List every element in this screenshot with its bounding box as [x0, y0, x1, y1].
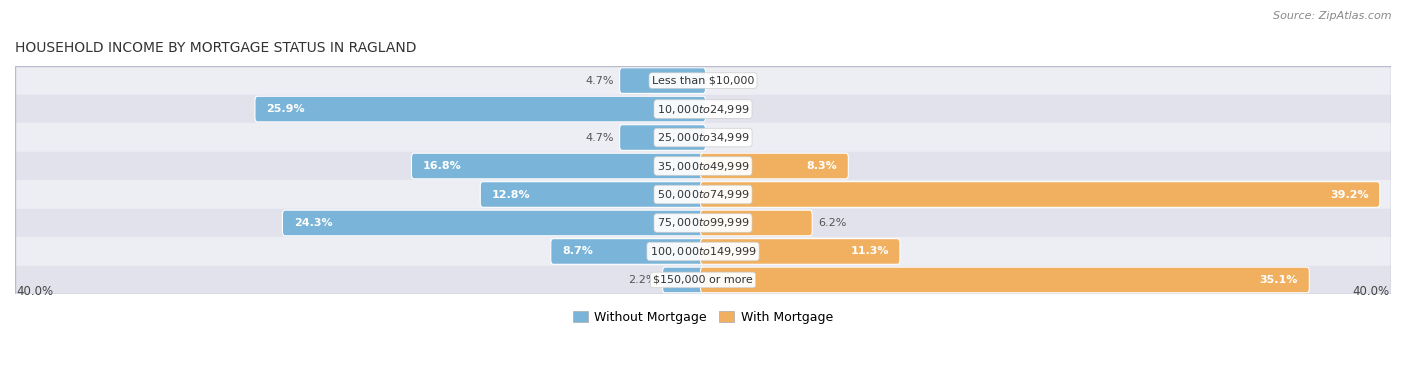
FancyBboxPatch shape — [700, 267, 1309, 293]
Text: Source: ZipAtlas.com: Source: ZipAtlas.com — [1274, 11, 1392, 21]
Legend: Without Mortgage, With Mortgage: Without Mortgage, With Mortgage — [568, 306, 838, 329]
Text: 11.3%: 11.3% — [851, 246, 889, 256]
Text: 12.8%: 12.8% — [492, 189, 530, 200]
FancyBboxPatch shape — [283, 210, 706, 236]
Text: $25,000 to $34,999: $25,000 to $34,999 — [657, 131, 749, 144]
Text: 40.0%: 40.0% — [1353, 285, 1389, 299]
Text: Less than $10,000: Less than $10,000 — [652, 76, 754, 85]
FancyBboxPatch shape — [662, 267, 706, 293]
Text: 2.2%: 2.2% — [628, 275, 657, 285]
Text: $75,000 to $99,999: $75,000 to $99,999 — [657, 217, 749, 229]
Text: 40.0%: 40.0% — [17, 285, 53, 299]
Bar — [15, 209, 1391, 237]
Text: 4.7%: 4.7% — [585, 76, 613, 85]
Text: 24.3%: 24.3% — [294, 218, 332, 228]
Text: $150,000 or more: $150,000 or more — [654, 275, 752, 285]
Text: 4.7%: 4.7% — [585, 133, 613, 143]
FancyBboxPatch shape — [620, 125, 706, 150]
Text: 8.7%: 8.7% — [562, 246, 593, 256]
Text: 35.1%: 35.1% — [1260, 275, 1298, 285]
Text: 16.8%: 16.8% — [423, 161, 461, 171]
FancyBboxPatch shape — [700, 153, 848, 179]
FancyBboxPatch shape — [620, 68, 706, 93]
Bar — [15, 266, 1391, 294]
FancyBboxPatch shape — [700, 239, 900, 264]
FancyBboxPatch shape — [551, 239, 706, 264]
Bar — [15, 180, 1391, 209]
FancyBboxPatch shape — [700, 210, 813, 236]
Bar — [15, 67, 1391, 95]
Text: 25.9%: 25.9% — [266, 104, 305, 114]
Text: HOUSEHOLD INCOME BY MORTGAGE STATUS IN RAGLAND: HOUSEHOLD INCOME BY MORTGAGE STATUS IN R… — [15, 42, 416, 56]
Text: $50,000 to $74,999: $50,000 to $74,999 — [657, 188, 749, 201]
Text: 6.2%: 6.2% — [818, 218, 846, 228]
Text: $100,000 to $149,999: $100,000 to $149,999 — [650, 245, 756, 258]
Bar — [15, 152, 1391, 180]
Text: 39.2%: 39.2% — [1330, 189, 1368, 200]
FancyBboxPatch shape — [481, 182, 706, 207]
Bar — [15, 123, 1391, 152]
FancyBboxPatch shape — [254, 96, 706, 122]
FancyBboxPatch shape — [700, 182, 1379, 207]
Bar — [15, 237, 1391, 266]
Text: $10,000 to $24,999: $10,000 to $24,999 — [657, 102, 749, 116]
Bar — [15, 95, 1391, 123]
Text: $35,000 to $49,999: $35,000 to $49,999 — [657, 160, 749, 172]
Text: 8.3%: 8.3% — [807, 161, 837, 171]
FancyBboxPatch shape — [412, 153, 706, 179]
